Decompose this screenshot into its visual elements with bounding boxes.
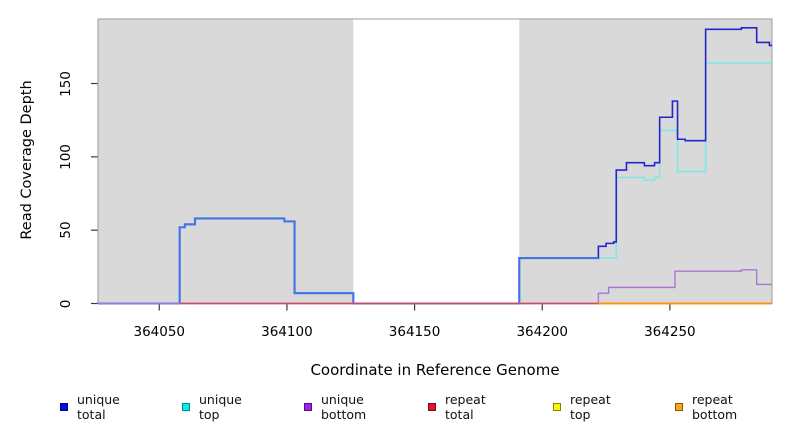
- y-tick-label: 100: [58, 143, 74, 170]
- legend-swatch-repeat-bottom: [675, 403, 683, 411]
- legend-item-unique-top: unique top: [182, 392, 242, 422]
- legend-item-repeat-total: repeat total: [428, 392, 486, 422]
- y-tick-label: 0: [58, 299, 74, 308]
- legend-swatch-unique-bottom: [304, 403, 312, 411]
- x-tick-label: 364250: [644, 324, 696, 340]
- y-tick-label: 50: [58, 221, 74, 239]
- legend-swatch-unique-total: [60, 403, 68, 411]
- y-tick-label: 150: [58, 70, 74, 97]
- shaded-region-left: [98, 19, 354, 304]
- legend-label: repeat total: [445, 392, 486, 422]
- x-axis-title: Coordinate in Reference Genome: [310, 361, 560, 379]
- x-tick-label: 364150: [388, 324, 441, 340]
- legend-label: unique bottom: [321, 392, 367, 422]
- legend-item-unique-bottom: unique bottom: [304, 392, 366, 422]
- legend-label: repeat top: [570, 392, 611, 422]
- y-axis-title: Read Coverage Depth: [19, 80, 35, 240]
- legend-swatch-unique-top: [182, 403, 190, 411]
- legend-item-repeat-top: repeat top: [553, 392, 611, 422]
- legend-swatch-repeat-total: [428, 403, 436, 411]
- legend-label: unique top: [199, 392, 242, 422]
- shaded-region-right: [519, 19, 772, 304]
- legend-label: repeat bottom: [692, 392, 738, 422]
- legend-item-repeat-bottom: repeat bottom: [675, 392, 737, 422]
- legend-label: unique total: [77, 392, 120, 422]
- x-tick-label: 364100: [261, 324, 313, 340]
- legend-swatch-repeat-top: [553, 403, 561, 411]
- series-unique-bottom-line: [98, 269, 772, 305]
- legend-item-unique-total: unique total: [60, 392, 120, 422]
- x-tick-label: 364050: [133, 324, 186, 340]
- x-tick-label: 364200: [516, 324, 568, 340]
